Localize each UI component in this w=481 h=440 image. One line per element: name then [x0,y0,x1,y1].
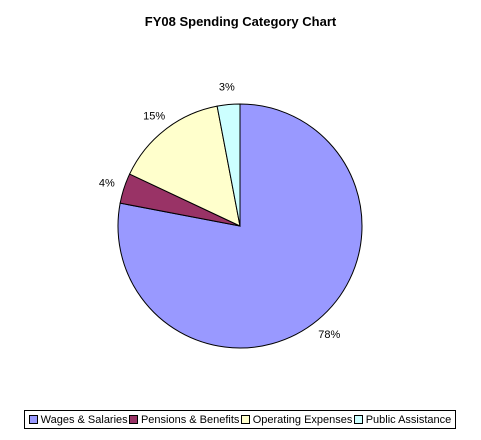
legend-swatch-wages [28,415,38,424]
chart-title: FY08 Spending Category Chart [144,14,337,29]
legend-label-operating: Operating Expenses [252,413,353,426]
data-label-wages: 78% [318,329,340,341]
chart-legend: Wages & Salaries Pensions & Benefits Ope… [24,410,456,429]
pie-slice-public-assistance [216,103,241,227]
pie-slice-operating [128,105,241,227]
legend-swatch-operating [240,415,250,424]
legend-item-wages: Wages & Salaries [28,413,128,426]
legend-item-public-assistance: Public Assistance [353,413,452,426]
legend-swatch-pensions [128,415,138,424]
data-label-operating: 15% [143,110,165,122]
legend-label-public-assistance: Public Assistance [365,413,452,426]
legend-item-pensions: Pensions & Benefits [128,413,240,426]
legend-item-operating: Operating Expenses [240,413,353,426]
legend-swatch-public-assistance [353,415,363,424]
data-label-public-assistance: 3% [219,82,235,94]
data-label-pensions: 4% [99,178,115,190]
legend-label-wages: Wages & Salaries [40,413,128,426]
legend-label-pensions: Pensions & Benefits [140,413,240,426]
